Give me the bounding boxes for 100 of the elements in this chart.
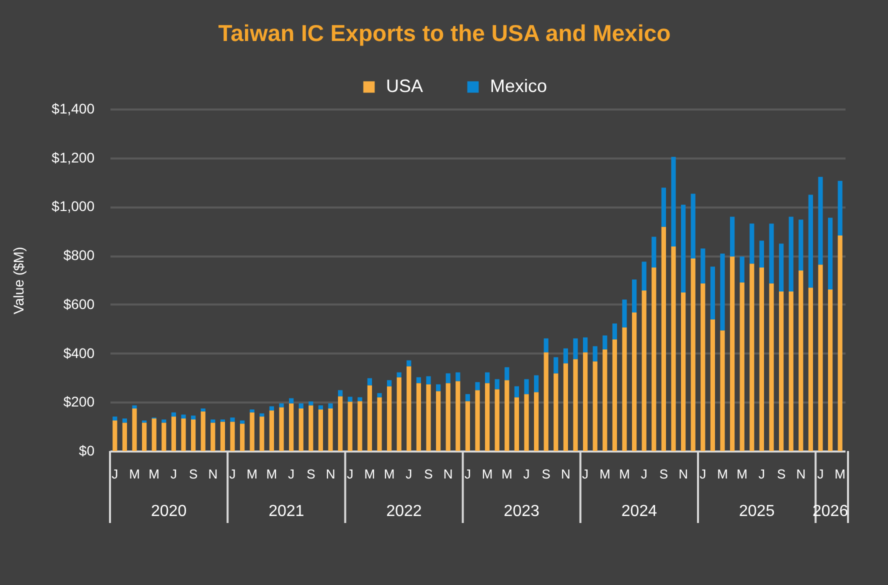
bar: [426, 384, 431, 451]
bar: [808, 194, 814, 288]
bar: [769, 224, 774, 284]
bar: [514, 397, 520, 451]
x-tick-label: N: [443, 466, 453, 482]
x-tick-label: M: [599, 466, 610, 482]
text: 2024: [621, 503, 658, 520]
y-axis-title: Value ($M): [10, 246, 27, 314]
bar: [730, 256, 735, 451]
bar: [112, 416, 118, 420]
bar: [269, 410, 274, 451]
bar: [710, 319, 716, 451]
bar: [240, 424, 245, 451]
x-tick-label: J: [523, 466, 530, 482]
x-tick-label: M: [364, 466, 376, 482]
text: 2025: [739, 503, 775, 520]
bar: [573, 359, 578, 451]
bar: [828, 218, 833, 290]
bar: [798, 220, 804, 270]
x-tick-label: J: [758, 466, 765, 482]
bar: [377, 397, 382, 451]
x-tick-label: M: [246, 466, 258, 482]
bar: [230, 418, 235, 422]
bar: [720, 254, 725, 330]
x-tick-label: J: [112, 466, 118, 482]
bar: [494, 389, 500, 451]
x-tick-label: M: [834, 466, 846, 482]
bar: [406, 360, 412, 366]
x-tick-label: S: [424, 466, 434, 482]
bar: [386, 386, 392, 451]
bar: [632, 280, 637, 312]
legend-label: Mexico: [490, 76, 548, 96]
x-tick-label: M: [384, 466, 395, 482]
bar: [661, 188, 666, 227]
bar: [769, 283, 774, 451]
bar: [348, 402, 352, 451]
chart-title: Taiwan IC Exports to the USA and Mexico: [218, 20, 671, 46]
bar: [632, 312, 637, 451]
x-tick-label: J: [346, 466, 354, 482]
y-tick-label: $1,200: [52, 149, 95, 166]
bar: [554, 357, 558, 374]
bar: [190, 419, 196, 451]
bar: [818, 264, 823, 451]
bar: [671, 156, 676, 247]
x-tick-label: M: [266, 466, 278, 482]
x-tick-label: J: [582, 466, 589, 482]
x-tick-label: M: [482, 466, 493, 482]
bar: [700, 283, 706, 451]
bar: [818, 176, 823, 265]
bar: [416, 377, 422, 384]
x-tick-label: S: [306, 466, 316, 482]
bar: [269, 406, 274, 410]
x-tick-label: M: [619, 466, 630, 482]
bar: [828, 290, 833, 451]
x-tick-label: N: [561, 466, 570, 482]
bar: [181, 418, 186, 451]
bar: [465, 394, 470, 402]
y-tick-label: $600: [63, 296, 95, 312]
bar: [210, 419, 216, 423]
bar: [132, 408, 137, 451]
bar: [200, 411, 206, 451]
bar: [279, 407, 284, 451]
bar: [396, 372, 402, 378]
bar: [592, 346, 598, 362]
bar: [318, 405, 324, 410]
bar: [838, 180, 842, 236]
y-tick-label: $1,400: [52, 100, 95, 116]
y-tick-label: $1,000: [52, 198, 95, 214]
bar: [544, 338, 548, 352]
x-tick-label: N: [678, 466, 688, 482]
bar: [328, 408, 333, 451]
bar: [690, 258, 696, 451]
bar: [348, 396, 352, 402]
bar: [416, 383, 422, 451]
x-tick-label: J: [170, 466, 177, 482]
bar: [250, 409, 254, 412]
text: 2023: [504, 503, 540, 520]
bar: [122, 422, 128, 451]
bar: [298, 408, 304, 451]
bar: [642, 290, 646, 451]
x-tick-label: M: [148, 466, 160, 482]
bar: [524, 394, 529, 451]
bar: [328, 403, 333, 408]
bar: [602, 349, 608, 451]
x-tick-label: N: [326, 466, 336, 482]
bar: [700, 248, 706, 284]
x-tick-label: S: [776, 466, 786, 482]
x-tick-label: S: [542, 466, 551, 482]
bar: [778, 244, 784, 292]
bar: [426, 376, 431, 384]
bar: [484, 383, 490, 451]
bar: [122, 418, 128, 423]
x-tick-label: S: [659, 466, 668, 482]
bar: [475, 382, 480, 390]
bar: [152, 418, 156, 451]
y-tick-label: $0: [78, 442, 95, 458]
bar: [652, 236, 656, 268]
bar: [759, 268, 764, 451]
bar: [504, 367, 510, 380]
bar: [367, 385, 372, 451]
